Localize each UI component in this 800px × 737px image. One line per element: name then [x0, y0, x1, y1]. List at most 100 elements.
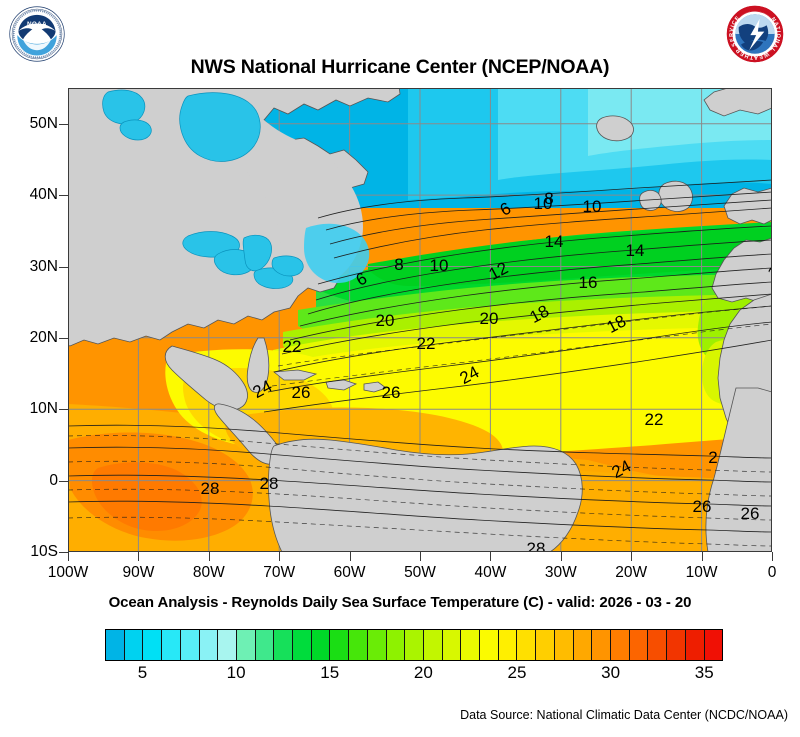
colorbar-swatch	[293, 630, 312, 660]
colorbar-tick-label: 10	[226, 663, 246, 682]
contour-label: 8	[394, 255, 403, 274]
colorbar-swatch	[162, 630, 181, 660]
x-axis-label: 20W	[615, 564, 648, 581]
colorbar-swatch	[704, 630, 723, 660]
page-title: NWS National Hurricane Center (NCEP/NOAA…	[190, 56, 610, 78]
contour-label: 26	[382, 383, 401, 402]
plot-subtitle: Ocean Analysis - Reynolds Daily Sea Surf…	[108, 594, 692, 611]
x-axis-label: 60W	[333, 564, 366, 581]
contour-label: 26	[741, 504, 760, 523]
contour-label: 2	[708, 448, 717, 467]
y-axis-label: 20N	[29, 328, 58, 346]
contour-label: 14	[545, 232, 564, 251]
y-axis-tick	[59, 409, 68, 411]
colorbar-tick-label: 20	[413, 663, 433, 682]
colorbar-swatch	[480, 630, 499, 660]
contour-label: 10	[430, 256, 449, 275]
colorbar-tick-label: 30	[601, 663, 621, 682]
colorbar-swatch	[405, 630, 424, 660]
great-lakes	[182, 231, 304, 289]
x-axis-label: 100W	[47, 564, 89, 581]
colorbar-swatch	[629, 630, 649, 660]
colorbar-swatch	[592, 630, 611, 660]
y-axis-tick	[59, 552, 68, 553]
contour-label: 10	[583, 197, 602, 216]
contour-label: 28	[527, 539, 546, 552]
x-axis-tick	[279, 552, 281, 561]
y-axis-label: 0	[49, 471, 58, 489]
contour-label: 28	[260, 474, 279, 493]
colorbar-swatch	[498, 630, 518, 660]
x-axis-tick	[772, 552, 773, 561]
x-axis-label: 90W	[122, 564, 155, 581]
colorbar-swatch	[461, 630, 481, 660]
x-axis-tick	[68, 552, 69, 561]
colorbar-swatch	[648, 630, 668, 660]
y-axis-label: 50N	[29, 114, 58, 132]
colorbar-swatch	[180, 630, 200, 660]
colorbar-swatches[interactable]	[105, 629, 723, 661]
sst-map-plot[interactable]: 6 8 10 10 10 6 8 12 14 14 16 18 18 20 20 22 22 22 24 24 24 26…	[30, 88, 776, 581]
contour-label: 22	[283, 337, 302, 356]
y-axis-label: 30N	[29, 257, 58, 275]
colorbar-tick-label: 25	[507, 663, 527, 682]
colorbar-swatch	[124, 630, 144, 660]
colorbar-swatch	[423, 630, 443, 660]
colorbar-swatch	[442, 630, 462, 660]
x-axis-tick	[349, 552, 351, 561]
colorbar-swatch	[218, 630, 237, 660]
y-axis-label: 10N	[29, 400, 58, 418]
contour-lines	[68, 179, 772, 533]
colorbar-swatch	[255, 630, 275, 660]
y-axis-label: 10S	[30, 543, 58, 560]
contour-label: 28	[201, 479, 220, 498]
colorbar-tick-label: 15	[320, 663, 340, 682]
x-axis-label: 30W	[544, 564, 577, 581]
colorbar-swatch	[517, 630, 537, 660]
contour-label: 16	[579, 273, 598, 292]
x-axis-label: 10W	[685, 564, 718, 581]
colorbar-swatch	[311, 630, 331, 660]
colorbar-tick-label: 5	[137, 663, 148, 682]
y-axis-tick	[59, 480, 68, 482]
colorbar-swatch	[367, 630, 387, 660]
contour-label: 20	[480, 309, 499, 328]
contour-label: 26	[693, 497, 712, 516]
colorbar-swatch	[143, 630, 163, 660]
x-axis-label: 50W	[404, 564, 436, 581]
colorbar-swatch	[554, 630, 574, 660]
y-axis-tick	[59, 266, 68, 268]
x-axis-tick	[560, 552, 562, 561]
y-axis-tick	[59, 195, 68, 197]
x-axis-label: 80W	[192, 564, 225, 581]
x-axis-tick	[631, 552, 633, 561]
x-axis-tick	[420, 552, 421, 561]
contour-label: 14	[626, 241, 645, 260]
colorbar-swatch	[274, 630, 294, 660]
contour-label: 20	[376, 311, 395, 330]
x-axis-tick	[490, 552, 492, 561]
colorbar-swatch	[536, 630, 555, 660]
x-axis-tick	[138, 552, 140, 561]
x-axis-label: 40W	[474, 564, 507, 581]
colorbar[interactable]: 5 10 15 20 25 30 35	[105, 629, 723, 682]
colorbar-swatch	[386, 630, 406, 660]
colorbar-swatch	[199, 630, 219, 660]
contour-label: 22	[417, 334, 436, 353]
x-axis-tick	[208, 552, 210, 561]
contour-label: 22	[645, 410, 664, 429]
colorbar-swatch	[106, 630, 125, 660]
noaa-seal-logo: NOAA	[9, 6, 65, 62]
y-axis-tick	[59, 337, 68, 339]
y-axis-label: 40N	[29, 186, 58, 204]
national-weather-service-logo: NATIONAL WEATHER SERVICE	[726, 5, 784, 63]
colorbar-swatch	[330, 630, 350, 660]
x-axis-label: 0	[767, 564, 777, 581]
contour-label: 12	[765, 258, 772, 284]
contour-label: 10	[534, 194, 553, 213]
colorbar-swatch	[236, 630, 256, 660]
colorbar-tick-label: 35	[694, 663, 714, 682]
colorbar-swatch	[667, 630, 686, 660]
data-source-note: Data Source: National Climatic Data Cent…	[460, 708, 788, 722]
